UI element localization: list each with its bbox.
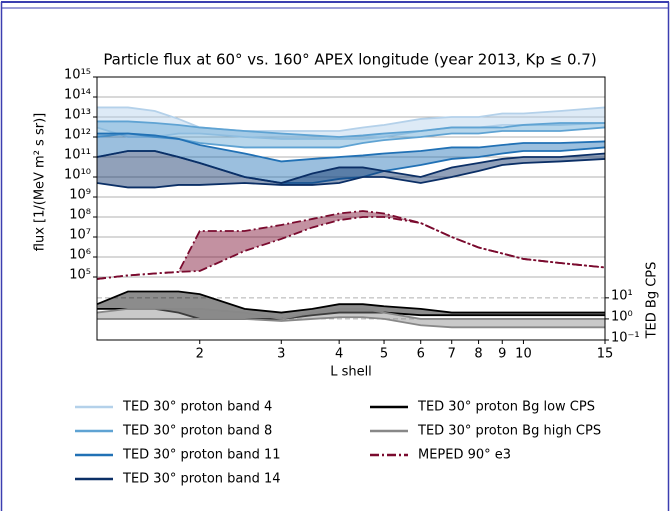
x-tick-label: 15 <box>597 347 614 362</box>
series-line <box>97 122 605 140</box>
legend-label: TED 30° proton band 4 <box>122 400 272 415</box>
y2-tick-label: 10⁰ <box>611 309 633 324</box>
band-fill <box>97 308 605 328</box>
legend-label: TED 30° proton band 11 <box>122 448 281 463</box>
series-line <box>97 307 605 320</box>
y-tick-label: 10¹² <box>64 128 91 143</box>
series-line <box>97 132 605 163</box>
x-tick-label: 8 <box>474 347 482 362</box>
series-line <box>97 120 605 138</box>
legend-label: TED 30° proton band 14 <box>122 472 281 487</box>
x-tick-label: 4 <box>335 347 343 362</box>
band-fill <box>97 107 605 139</box>
y-tick-label: 10¹⁰ <box>64 168 91 183</box>
plot-frame <box>96 76 606 341</box>
band-fill <box>97 150 605 188</box>
x-tick-label: 10 <box>515 347 532 362</box>
band-fill <box>97 210 605 279</box>
band-fill <box>97 133 605 184</box>
y-tick-label: 10⁸ <box>69 208 91 223</box>
y-tick-label: 10⁹ <box>69 188 91 203</box>
x-tick-label: 3 <box>277 347 285 362</box>
series-line <box>97 158 605 189</box>
series-line <box>97 106 605 132</box>
y-tick-label: 10⁶ <box>69 248 91 263</box>
y-tick-label: 10¹³ <box>64 108 91 123</box>
y-tick-label: 10⁷ <box>69 228 91 243</box>
y-tick-label: 10⁵ <box>69 268 91 283</box>
plot-area <box>97 106 605 329</box>
legend-label: TED 30° proton Bg low CPS <box>417 400 595 415</box>
legend-label: TED 30° proton Bg high CPS <box>417 424 601 439</box>
legend-label: TED 30° proton band 8 <box>122 424 272 439</box>
y-tick-label: 10¹⁵ <box>64 68 91 83</box>
series-line <box>97 150 605 184</box>
x-tick-label: 6 <box>417 347 425 362</box>
y-tick-label: 10¹¹ <box>64 148 91 163</box>
x-tick-label: 9 <box>498 347 506 362</box>
x-tick-label: 2 <box>196 347 204 362</box>
series-line <box>97 307 605 320</box>
y2-axis-label: TED Bg CPS <box>645 262 660 340</box>
legend-label: MEPED 90° e3 <box>418 448 511 463</box>
y-tick-label: 10¹⁴ <box>64 88 91 103</box>
series-line <box>97 216 605 280</box>
x-tick-label: 7 <box>448 347 456 362</box>
band-fill <box>97 291 605 319</box>
series-line <box>97 316 605 329</box>
y-axis-label: flux [1/(MeV m² s sr)] <box>33 113 48 251</box>
series-line <box>97 290 605 314</box>
y2-tick-label: 10¹ <box>611 288 633 303</box>
chart-title: Particle flux at 60° vs. 160° APEX longi… <box>103 51 596 69</box>
series-line <box>97 210 605 280</box>
y2-tick-label: 10⁻¹ <box>611 331 640 346</box>
x-axis-label: L shell <box>330 365 372 380</box>
x-tick-label: 5 <box>380 347 388 362</box>
